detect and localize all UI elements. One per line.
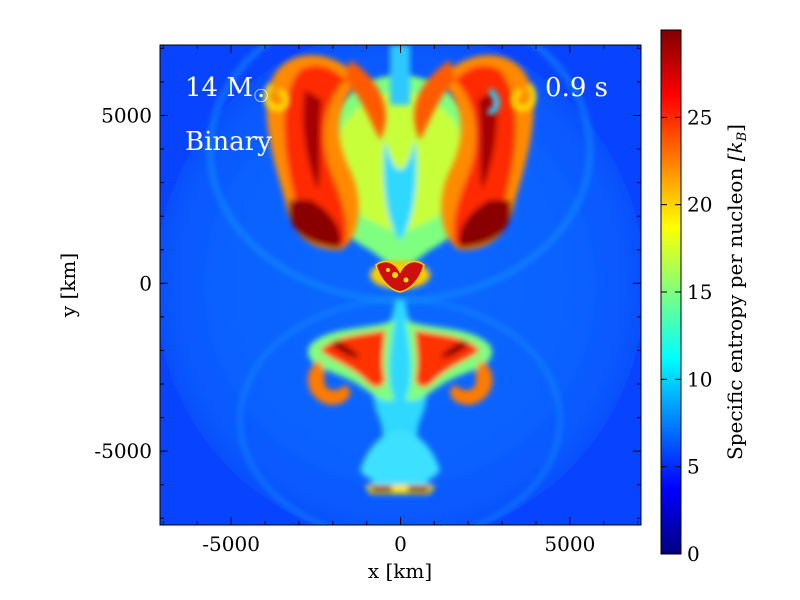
colorbar-tick-label: 15	[687, 280, 712, 304]
colorbar-ticks: 0 5 10 15 20 25	[661, 105, 712, 566]
y-tick-label: -5000	[94, 439, 152, 463]
mass-annotation: 14 M☉	[185, 73, 269, 107]
x-axis-label: x [km]	[368, 559, 432, 583]
x-tick-label: 5000	[544, 532, 595, 556]
y-tick-label: 5000	[101, 103, 152, 127]
colorbar-tick-label: 0	[687, 542, 700, 566]
colorbar-tick-label: 20	[687, 193, 712, 217]
y-axis-label: y [km]	[56, 253, 80, 318]
y-axis: -5000 0 5000	[94, 47, 641, 519]
binary-annotation: Binary	[185, 127, 272, 157]
colorbar-tick-label: 5	[687, 455, 700, 479]
x-tick-label: -5000	[202, 532, 260, 556]
x-tick-label: 0	[394, 532, 407, 556]
heatmap-image	[160, 45, 641, 525]
colorbar-tick-label: 25	[687, 105, 712, 129]
colorbar-label: Specific entropy per nucleon [kB]	[723, 124, 750, 460]
time-annotation: 0.9 s	[545, 73, 608, 103]
sun-symbol: ☉	[253, 86, 269, 107]
colorbar-tick-label: 10	[687, 367, 712, 391]
y-tick-label: 0	[139, 271, 152, 295]
